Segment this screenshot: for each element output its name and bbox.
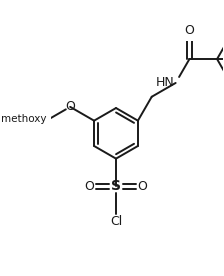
Text: S: S <box>111 179 121 193</box>
Text: HN: HN <box>156 76 175 89</box>
Text: O: O <box>137 180 147 193</box>
Text: methoxy: methoxy <box>1 114 46 124</box>
Text: O: O <box>65 100 75 113</box>
Text: O: O <box>185 24 194 37</box>
Text: O: O <box>85 180 95 193</box>
Text: Cl: Cl <box>110 215 122 229</box>
